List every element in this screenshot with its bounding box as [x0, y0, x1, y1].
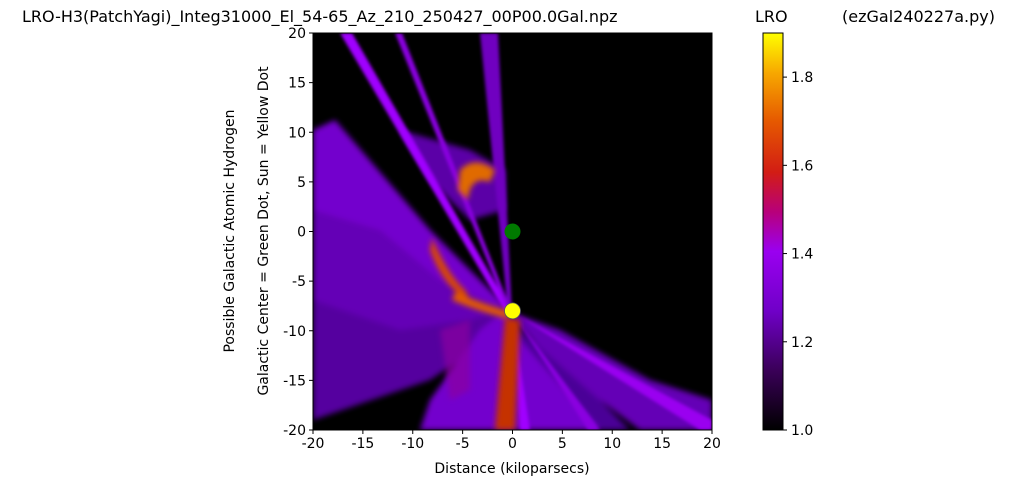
colorbar-tick-label: 1.4 [791, 247, 813, 263]
markers [504, 223, 521, 320]
y-tick-label: -15 [283, 373, 306, 389]
galactic-center-marker [504, 223, 521, 240]
x-tick-label: -5 [456, 436, 470, 452]
x-tick-label: 15 [653, 436, 671, 452]
y-axis-label-line2: Galactic Center = Green Dot, Sun = Yello… [256, 66, 272, 396]
x-tick-label: 20 [703, 436, 721, 452]
colorbar [762, 32, 784, 431]
y-tick-label: -5 [292, 274, 306, 290]
y-tick-label: 10 [288, 125, 306, 141]
y-tick-label: 15 [288, 76, 306, 92]
y-axis: 20 15 10 5 0 -5 -10 -15 -20 [283, 26, 313, 439]
heatmap-image [313, 33, 712, 430]
colorbar-title: LRO [755, 7, 788, 26]
y-tick-label: 0 [297, 225, 306, 241]
y-tick-label: -20 [283, 423, 306, 439]
y-tick-label: 20 [288, 26, 306, 42]
x-tick-label: -15 [351, 436, 374, 452]
x-axis-label: Distance (kiloparsecs) [434, 461, 589, 477]
script-name: (ezGal240227a.py) [842, 7, 995, 26]
x-axis: -20 -15 -10 -5 0 5 10 15 20 [302, 430, 721, 452]
x-tick-label: 10 [603, 436, 621, 452]
x-tick-label: 0 [508, 436, 517, 452]
y-tick-label: 5 [297, 175, 306, 191]
colorbar-tick-label: 1.2 [791, 335, 813, 351]
colorbar-ticks: 1.8 1.6 1.4 1.2 1.0 [783, 70, 813, 439]
x-tick-label: 5 [558, 436, 567, 452]
y-tick-label: -10 [283, 324, 306, 340]
sun-marker [504, 302, 521, 320]
y-axis-label-line1: Possible Galactic Atomic Hydrogen [222, 109, 238, 352]
x-tick-label: -10 [401, 436, 424, 452]
x-tick-label: -20 [302, 436, 325, 452]
chart-title: LRO-H3(PatchYagi)_Integ31000_El_54-65_Az… [22, 7, 618, 26]
colorbar-tick-label: 1.8 [791, 70, 813, 86]
colorbar-tick-label: 1.0 [791, 423, 813, 439]
colorbar-tick-label: 1.6 [791, 158, 813, 174]
